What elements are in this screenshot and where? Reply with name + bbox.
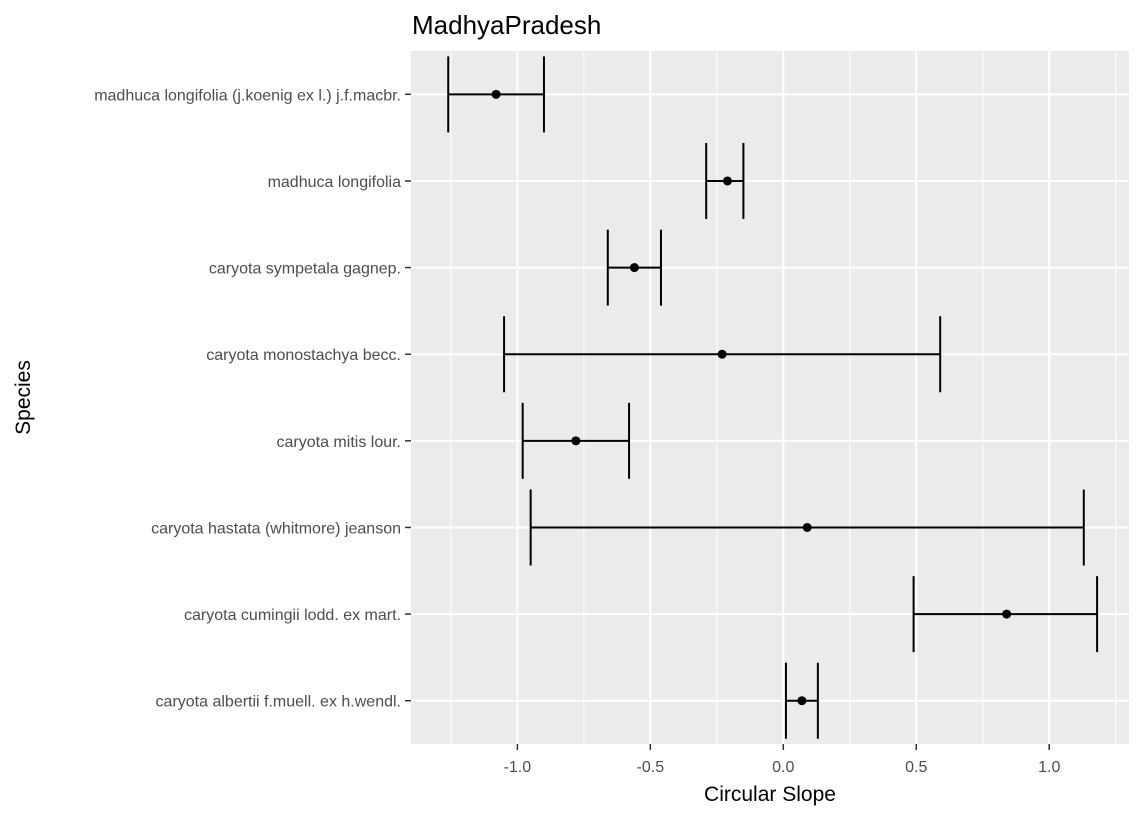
y-tick-label: madhuca longifolia — [268, 174, 402, 191]
y-tick-label: caryota cumingii lodd. ex mart. — [184, 607, 401, 624]
y-tick-label: caryota hastata (whitmore) jeanson — [151, 520, 401, 537]
estimate-point — [491, 89, 501, 99]
y-tick-label: caryota sympetala gagnep. — [209, 261, 401, 278]
x-tick-label: 1.0 — [1038, 759, 1060, 776]
minor-gridlines — [450, 51, 1117, 744]
x-tick-label: 0.5 — [905, 759, 927, 776]
chart-title: MadhyaPradesh — [412, 10, 601, 40]
y-tick-label: madhuca longifolia (j.koenig ex l.) j.f.… — [94, 87, 401, 104]
estimate-point — [797, 696, 807, 706]
estimate-point — [1002, 609, 1012, 619]
estimate-point — [571, 436, 581, 446]
error-bars — [447, 56, 1099, 739]
estimate-point — [629, 263, 639, 273]
x-tick-label: 0.0 — [772, 759, 794, 776]
x-tick-label: -0.5 — [637, 759, 665, 776]
y-tick-label: caryota albertii f.muell. ex h.wendl. — [156, 694, 401, 711]
plot-panel — [411, 51, 1129, 744]
y-tick-label: caryota monostachya becc. — [206, 347, 401, 364]
axes: -1.0 -0.5 0.0 0.5 1.0 caryota albertii f.muel… — [94, 87, 1060, 776]
x-tick-label: -1.0 — [504, 759, 532, 776]
estimate-point — [802, 522, 812, 532]
estimate-point — [717, 349, 727, 359]
y-tick-label: caryota mitis lour. — [277, 434, 401, 451]
y-axis-title: Species — [12, 360, 35, 435]
estimate-point — [722, 176, 732, 186]
x-axis-title: Circular Slope — [704, 783, 836, 806]
